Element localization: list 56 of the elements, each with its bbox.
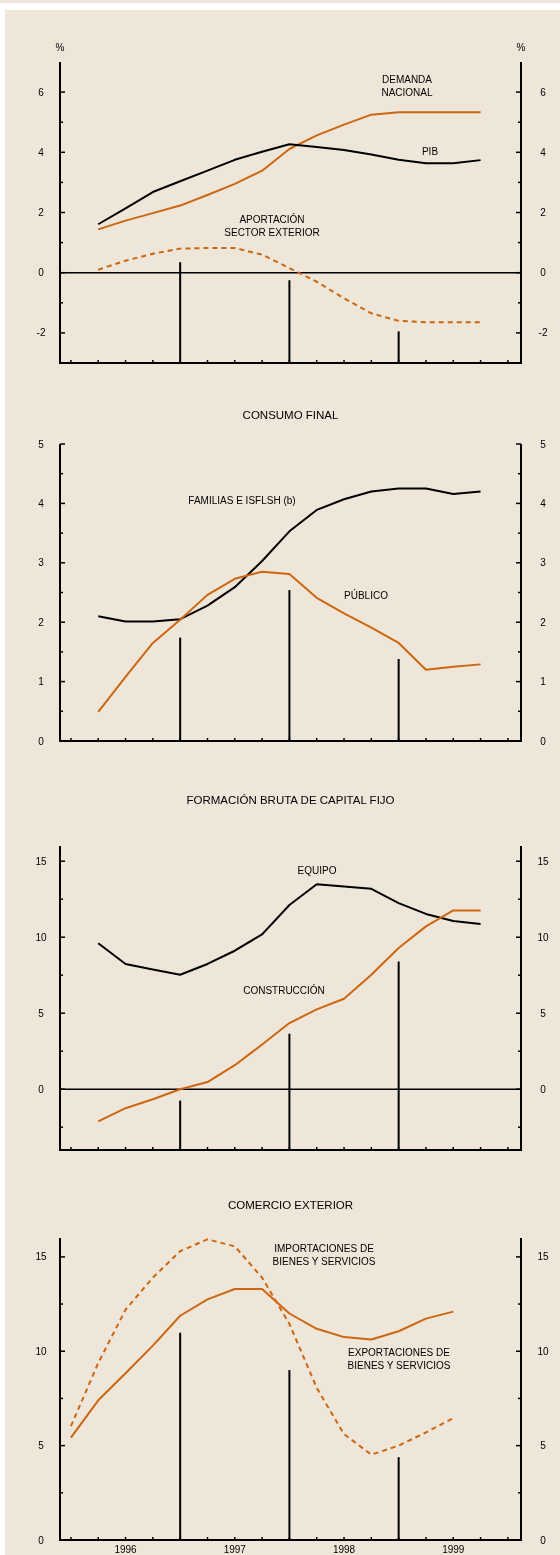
y-tick-label: 10 [35,931,47,943]
y-axis-title: % [55,42,65,53]
x-tick-label: 1996 [114,1544,138,1555]
y2-tick-label: 10 [537,931,549,943]
y2-axis-title: % [516,42,526,53]
series-label: CONSTRUCCIÓN [243,984,325,996]
y2-tick-label: 4 [540,146,547,158]
y2-tick-label: 5 [540,1007,547,1019]
y2-tick-label: 3 [540,557,547,569]
x-tick-label: 1998 [332,1544,356,1555]
x-tick-label: 1997 [223,1544,247,1555]
y-tick-label: -2 [36,327,46,339]
y-tick-label: 0 [38,735,45,747]
y-tick-label: 15 [35,1251,47,1263]
y2-tick-label: 0 [540,735,547,747]
series-label: PIB [421,146,439,157]
series-label: IMPORTACIONES DE BIENES Y SERVICIOS [272,1243,376,1267]
y-tick-label: 0 [38,267,45,279]
chart-title: COMERCIO EXTERIOR [227,1199,354,1211]
y-tick-label: 4 [38,146,45,158]
y2-tick-label: 10 [537,1345,549,1357]
y2-tick-label: 4 [540,497,547,509]
y2-tick-label: -2 [538,327,548,339]
y-tick-label: 5 [38,438,45,450]
y-tick-label: 1 [38,676,45,688]
chart-title: FORMACIÓN BRUTA DE CAPITAL FIJO [186,794,395,806]
y-tick-label: 2 [38,207,45,218]
series-label: PÚBLICO [344,589,389,601]
y2-tick-label: 15 [537,855,549,867]
series-label: EXPORTACIONES DE BIENES Y SERVICIOS [347,1347,451,1371]
y-tick-label: 6 [38,86,45,98]
y-tick-label: 10 [35,1345,47,1357]
y2-tick-label: 6 [540,86,547,98]
y2-tick-label: 0 [540,267,547,279]
chart-title: CONSUMO FINAL [242,409,340,421]
y-tick-label: 5 [38,1007,45,1019]
y2-tick-label: 2 [540,207,547,218]
y2-tick-label: 0 [540,1083,547,1095]
y-tick-label: 4 [38,497,45,509]
y2-tick-label: 15 [537,1251,549,1263]
y2-tick-label: 1 [540,676,547,688]
y2-tick-label: 5 [540,1440,547,1452]
y-tick-label: 15 [35,855,47,867]
y-tick-label: 0 [38,1534,45,1546]
y-tick-label: 2 [38,616,45,628]
y-tick-label: 0 [38,1083,45,1095]
y2-tick-label: 5 [540,438,547,450]
series-label: FAMILIAS E ISFLSH (b) [188,495,296,506]
y-tick-label: 3 [38,557,45,569]
y2-tick-label: 0 [540,1534,547,1546]
y-tick-label: 5 [38,1440,45,1452]
y2-tick-label: 2 [540,616,547,628]
x-tick-label: 1999 [442,1544,465,1555]
series-label: DEMANDA NACIONAL [381,74,433,98]
series-label: EQUIPO [297,865,337,876]
series-label: APORTACIÓN SECTOR EXTERIOR [224,213,320,238]
